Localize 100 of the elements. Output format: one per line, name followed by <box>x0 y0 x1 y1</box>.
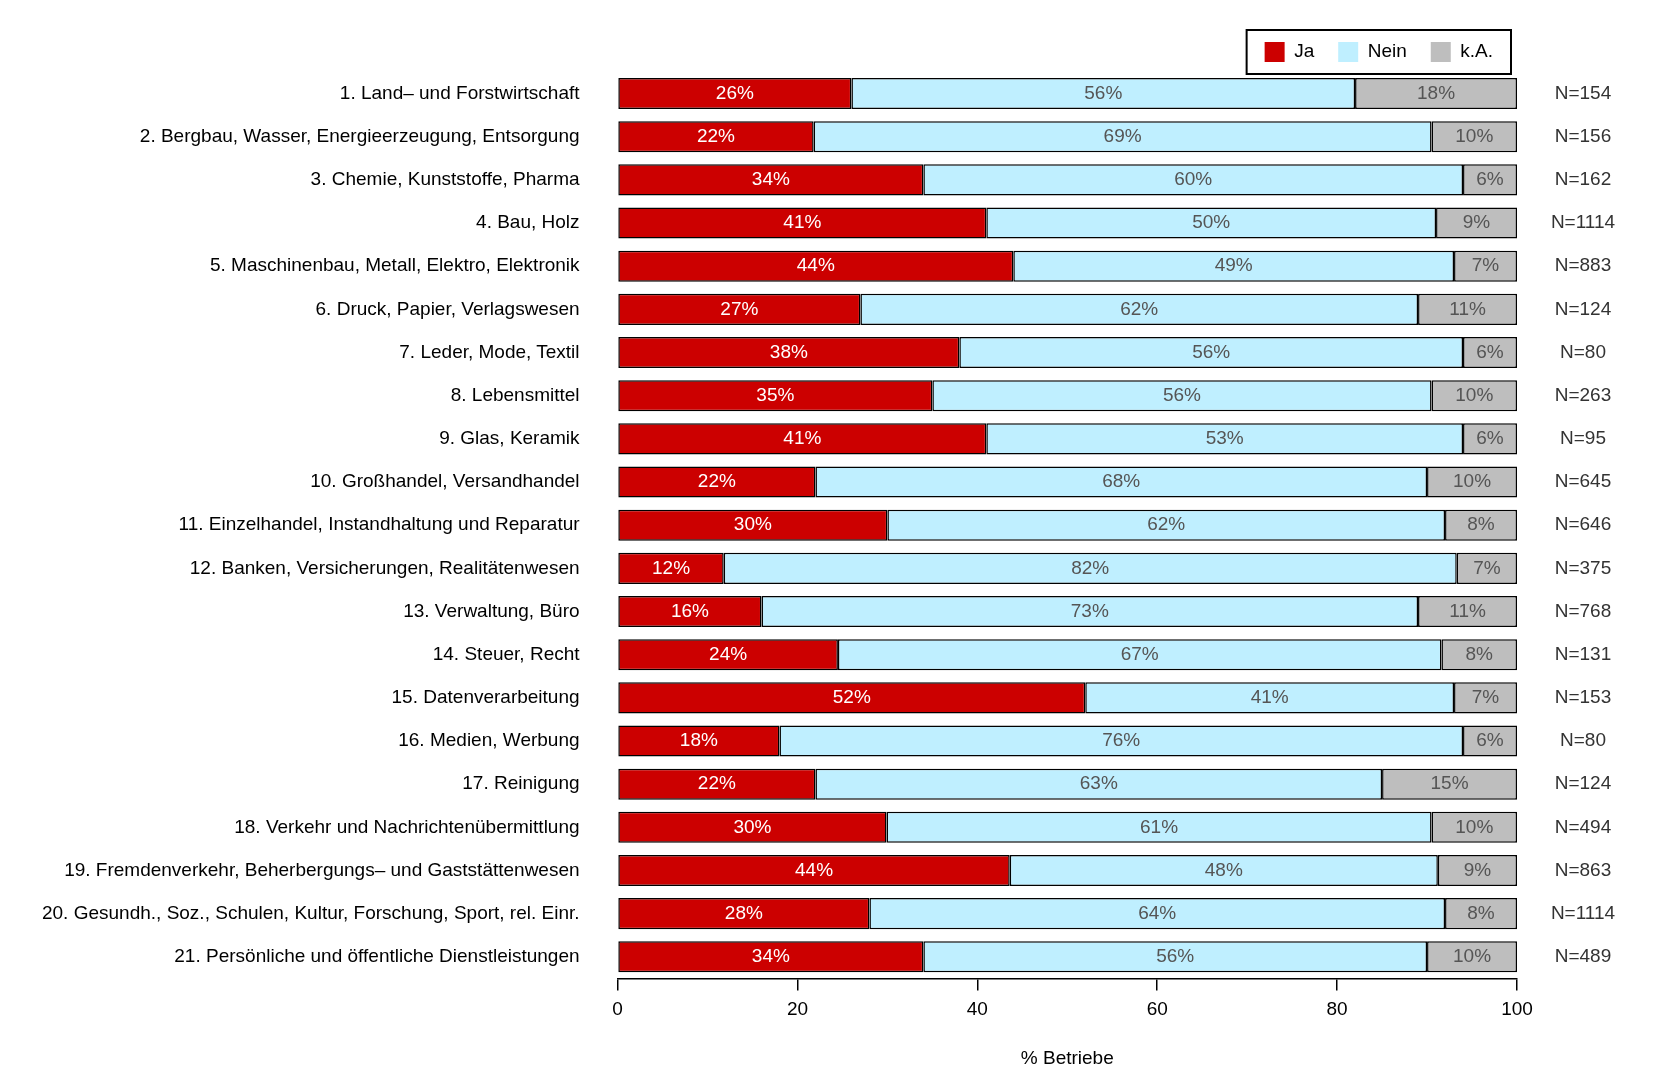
data-label: 9% <box>1462 211 1491 233</box>
data-label: 56% <box>1162 383 1202 405</box>
y-tick-label: 9. Glas, Keramik <box>439 427 581 449</box>
y-tick-label: 12. Banken, Versicherungen, Realitätenwesen <box>189 556 580 578</box>
text: N=1114 <box>1550 211 1616 233</box>
data-label: 35% <box>756 383 795 405</box>
data-label: 9% <box>1463 858 1492 880</box>
x-tick-label: 0 <box>612 998 623 1020</box>
data-label: 10% <box>1455 383 1494 405</box>
text: N=124 <box>1554 297 1612 319</box>
x-tick-label: 20 <box>786 998 809 1020</box>
legend-label: Nein <box>1367 40 1407 62</box>
data-label: 11% <box>1449 599 1486 621</box>
y-tick-label: 5. Maschinenbau, Metall, Elektro, Elektronik <box>209 254 581 276</box>
data-label: 10% <box>1453 470 1492 492</box>
data-label: 22% <box>697 470 736 492</box>
y-tick-label: 6. Druck, Papier, Verlagswesen <box>315 297 580 319</box>
legend-label: k.A. <box>1460 40 1493 62</box>
data-label: 68% <box>1102 470 1141 492</box>
data-label: 56% <box>1156 945 1195 967</box>
data-label: 18% <box>679 729 719 751</box>
data-label: 6% <box>1476 340 1504 362</box>
data-label: 18% <box>1417 81 1456 103</box>
data-label: 8% <box>1465 642 1494 664</box>
y-tick-label: 8. Lebensmittel <box>450 383 580 405</box>
text: N=80 <box>1560 729 1606 751</box>
data-label: 6% <box>1476 729 1504 751</box>
text: N=80 <box>1560 340 1606 362</box>
text: N=489 <box>1554 945 1612 967</box>
text: N=95 <box>1560 427 1606 449</box>
data-label: 53% <box>1205 427 1244 449</box>
text: N=154 <box>1554 81 1612 103</box>
data-label: 7% <box>1471 686 1500 708</box>
data-label: 34% <box>751 945 790 967</box>
text: N=162 <box>1554 168 1612 190</box>
x-tick-label: 100 <box>1501 998 1533 1020</box>
data-label: 56% <box>1192 340 1231 362</box>
data-label: 50% <box>1192 211 1231 233</box>
data-label: 28% <box>724 901 763 923</box>
text: N=645 <box>1554 470 1612 492</box>
data-label: 48% <box>1204 858 1243 880</box>
data-label: 8% <box>1467 901 1495 923</box>
x-tick-label: 80 <box>1326 998 1348 1020</box>
x-axis-title: % Betriebe <box>1020 1046 1114 1068</box>
text: N=1114 <box>1550 901 1616 923</box>
data-label: 12% <box>651 556 691 578</box>
data-label: 27% <box>720 297 759 319</box>
data-label: 41% <box>783 427 822 449</box>
y-tick-label: 18. Verkehr und Nachrichtenübermittlung <box>234 815 580 837</box>
data-label: 11% <box>1449 297 1486 319</box>
text: N=131 <box>1554 642 1612 664</box>
y-tick-label: 4. Bau, Holz <box>476 211 580 233</box>
text: N=883 <box>1554 254 1612 276</box>
y-tick-label: 19. Fremdenverkehr, Beherbergungs– und Gaststättenwesen <box>64 858 580 880</box>
data-label: 41% <box>1250 686 1289 708</box>
text: N=494 <box>1554 815 1612 837</box>
y-tick-label: 14. Steuer, Recht <box>432 642 581 664</box>
y-tick-label: 11. Einzelhandel, Instandhaltung und Reparatur <box>178 513 581 535</box>
data-label: 7% <box>1471 254 1500 276</box>
data-label: 49% <box>1214 254 1253 276</box>
y-tick-label: 10. Großhandel, Versandhandel <box>310 470 580 492</box>
y-tick-label: 1. Land– und Forstwirtschaft <box>339 81 581 103</box>
text: N=646 <box>1554 513 1612 535</box>
text: N=263 <box>1554 383 1612 405</box>
y-tick-label: 13. Verwaltung, Büro <box>403 599 580 621</box>
data-label: 10% <box>1455 815 1494 837</box>
data-label: 56% <box>1084 81 1123 103</box>
data-label: 73% <box>1070 599 1109 621</box>
data-label: 10% <box>1453 945 1492 967</box>
data-label: 22% <box>697 772 736 794</box>
text: N=153 <box>1554 686 1612 708</box>
data-label: 30% <box>733 513 772 535</box>
data-label: 41% <box>783 211 822 233</box>
data-label: 38% <box>769 340 808 362</box>
data-label: 76% <box>1102 729 1141 751</box>
y-tick-label: 20. Gesundh., Soz., Schulen, Kultur, Forschung, Sport, rel. Einr. <box>41 901 580 923</box>
data-label: 44% <box>795 858 834 880</box>
data-label: 67% <box>1120 642 1159 664</box>
x-tick-label: 60 <box>1146 998 1168 1020</box>
data-label: 15% <box>1430 772 1469 794</box>
data-label: 7% <box>1473 556 1501 578</box>
data-label: 30% <box>733 815 772 837</box>
y-tick-label: 17. Reinigung <box>462 772 580 794</box>
data-label: 60% <box>1174 168 1213 190</box>
data-label: 63% <box>1079 772 1118 794</box>
data-label: 44% <box>796 254 835 276</box>
y-tick-label: 21. Persönliche und öffentliche Dienstleistungen <box>174 945 580 967</box>
data-label: 61% <box>1140 815 1179 837</box>
data-label: 8% <box>1467 513 1495 535</box>
y-tick-label: 7. Leder, Mode, Textil <box>399 340 580 362</box>
data-label: 6% <box>1476 168 1504 190</box>
data-label: 62% <box>1147 513 1186 535</box>
data-label: 16% <box>670 599 710 621</box>
data-label: 34% <box>751 168 790 190</box>
data-label: 52% <box>832 686 871 708</box>
y-tick-label: 16. Medien, Werbung <box>398 729 580 751</box>
data-label: 69% <box>1103 124 1142 146</box>
text: N=156 <box>1554 124 1612 146</box>
data-label: 64% <box>1138 901 1177 923</box>
data-label: 10% <box>1455 124 1494 146</box>
